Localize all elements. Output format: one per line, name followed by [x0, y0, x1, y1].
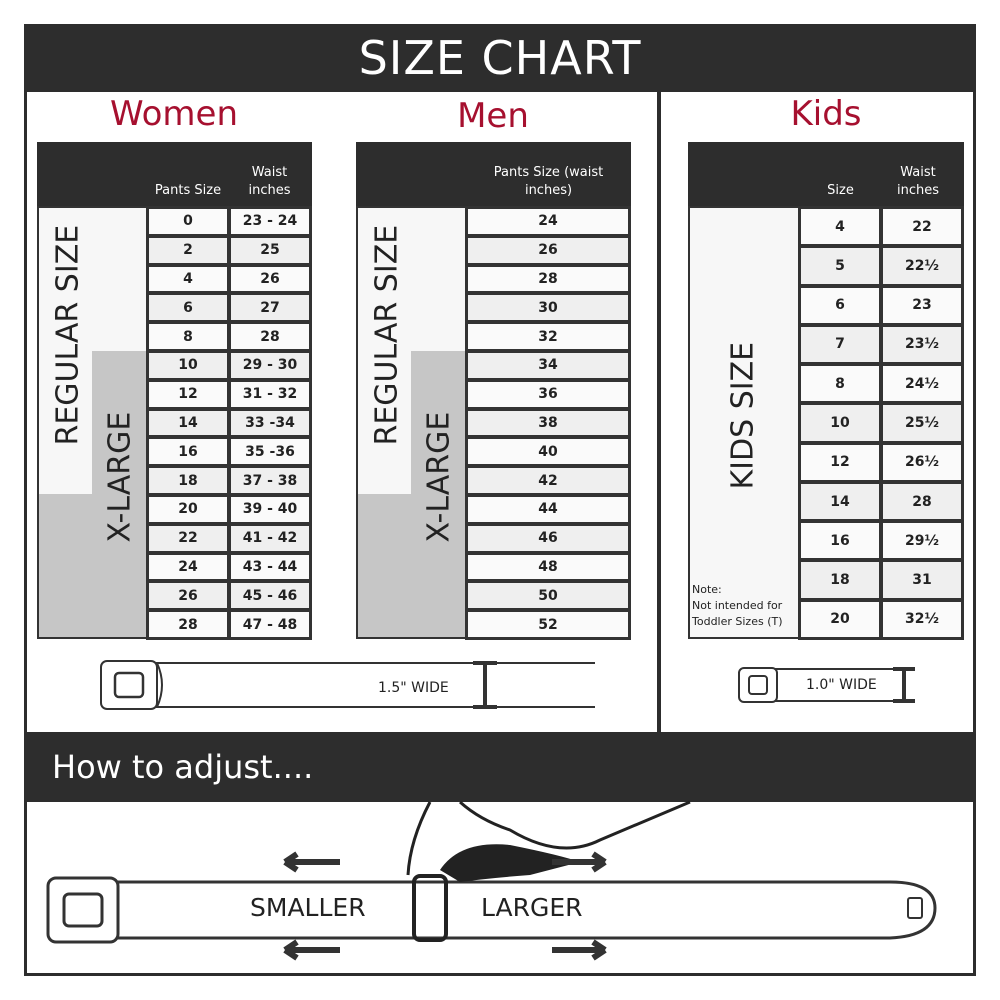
kids-waist-cell: 26½ [880, 441, 964, 483]
kids-waist-cell: 23½ [880, 323, 964, 366]
women-waist-cell: 41 - 42 [228, 522, 312, 554]
larger-label: LARGER [481, 893, 583, 922]
women-size-cell: 28 [146, 609, 230, 640]
women-size-cell: 24 [146, 551, 230, 583]
kids-size-label: KIDS SIZE [725, 341, 761, 490]
men-size-cell: 28 [465, 263, 631, 295]
kids-size-cell: 20 [798, 598, 882, 640]
women-belt-width: 1.5" WIDE [378, 680, 449, 696]
men-size-cell: 52 [465, 609, 631, 640]
women-belt-icon [100, 660, 595, 710]
women-waist-cell: 31 - 32 [228, 378, 312, 410]
kids-col-size: Size [827, 183, 854, 198]
women-regular-label: REGULAR SIZE [50, 224, 86, 446]
kids-note: Note: Not intended for Toddler Sizes (T) [692, 582, 797, 630]
women-col-waist: Waist inches [248, 165, 291, 198]
men-size-cell: 30 [465, 292, 631, 324]
women-size-cell: 4 [146, 263, 230, 295]
kids-waist-cell: 24½ [880, 363, 964, 405]
women-size-cell: 8 [146, 321, 230, 352]
men-size-cell: 34 [465, 350, 631, 381]
women-waist-cell: 33 -34 [228, 407, 312, 439]
women-size-cell: 14 [146, 407, 230, 439]
women-size-cell: 12 [146, 378, 230, 410]
kids-label-col [688, 206, 800, 639]
women-waist-cell: 25 [228, 234, 312, 266]
kids-size-cell: 10 [798, 402, 882, 444]
men-size-cell: 24 [465, 206, 631, 237]
kids-col-waist: Waist inches [896, 165, 939, 198]
women-size-cell: 20 [146, 494, 230, 525]
women-waist-cell: 37 - 38 [228, 465, 312, 496]
women-waist-cell: 39 - 40 [228, 494, 312, 525]
men-size-cell: 48 [465, 551, 631, 583]
women-size-cell: 16 [146, 436, 230, 468]
women-waist-cell: 45 - 46 [228, 580, 312, 612]
divider [657, 92, 661, 732]
men-col-pants: Pants Size (waist inches) [493, 165, 604, 198]
kids-waist-cell: 31 [880, 559, 964, 601]
kids-size-cell: 5 [798, 245, 882, 287]
men-header: Pants Size (waist inches) [356, 142, 631, 206]
men-regular-label: REGULAR SIZE [369, 224, 405, 446]
men-size-cell: 42 [465, 465, 631, 496]
women-size-cell: 0 [146, 206, 230, 237]
women-waist-cell: 27 [228, 292, 312, 324]
women-waist-cell: 47 - 48 [228, 609, 312, 640]
women-size-cell: 22 [146, 522, 230, 554]
kids-size-cell: 18 [798, 559, 882, 601]
smaller-label: SMALLER [250, 893, 366, 922]
men-size-cell: 44 [465, 494, 631, 525]
men-xlarge-label: X-LARGE [421, 411, 457, 543]
men-size-cell: 26 [465, 234, 631, 266]
women-size-cell: 18 [146, 465, 230, 496]
note-text: Not intended for Toddler Sizes (T) [692, 599, 783, 628]
women-size-cell: 6 [146, 292, 230, 324]
women-waist-cell: 35 -36 [228, 436, 312, 468]
women-size-cell: 10 [146, 350, 230, 381]
kids-size-cell: 12 [798, 441, 882, 483]
kids-size-cell: 8 [798, 363, 882, 405]
kids-belt-width: 1.0" WIDE [806, 677, 877, 693]
women-size-cell: 2 [146, 234, 230, 266]
kids-size-cell: 6 [798, 284, 882, 326]
women-waist-cell: 23 - 24 [228, 206, 312, 237]
kids-title: Kids [790, 94, 862, 134]
kids-waist-cell: 22 [880, 206, 964, 248]
kids-size-cell: 7 [798, 323, 882, 366]
kids-waist-cell: 25½ [880, 402, 964, 444]
kids-size-cell: 4 [798, 206, 882, 248]
kids-waist-cell: 23 [880, 284, 964, 326]
kids-waist-cell: 22½ [880, 245, 964, 287]
page-title: SIZE CHART [24, 24, 976, 92]
men-size-cell: 36 [465, 378, 631, 410]
note-title: Note: [692, 583, 722, 596]
kids-waist-cell: 28 [880, 480, 964, 523]
women-title: Women [109, 94, 238, 134]
kids-belt-icon [738, 667, 915, 703]
men-title: Men [457, 96, 529, 136]
kids-size-cell: 16 [798, 520, 882, 562]
women-waist-cell: 29 - 30 [228, 350, 312, 381]
men-size-cell: 32 [465, 321, 631, 352]
women-size-cell: 26 [146, 580, 230, 612]
adjust-belt-icon [46, 800, 937, 961]
women-col-pants: Pants Size [154, 183, 222, 198]
women-header: Pants Size Waist inches [37, 142, 312, 206]
kids-size-cell: 14 [798, 480, 882, 523]
men-size-cell: 46 [465, 522, 631, 554]
men-size-cell: 40 [465, 436, 631, 468]
women-waist-cell: 28 [228, 321, 312, 352]
kids-header: Size Waist inches [688, 142, 964, 206]
men-size-cell: 50 [465, 580, 631, 612]
women-xlarge-label: X-LARGE [102, 411, 138, 543]
kids-waist-cell: 29½ [880, 520, 964, 562]
women-waist-cell: 43 - 44 [228, 551, 312, 583]
adjust-title: How to adjust.... [24, 732, 976, 802]
kids-waist-cell: 32½ [880, 598, 964, 640]
women-waist-cell: 26 [228, 263, 312, 295]
men-size-cell: 38 [465, 407, 631, 439]
